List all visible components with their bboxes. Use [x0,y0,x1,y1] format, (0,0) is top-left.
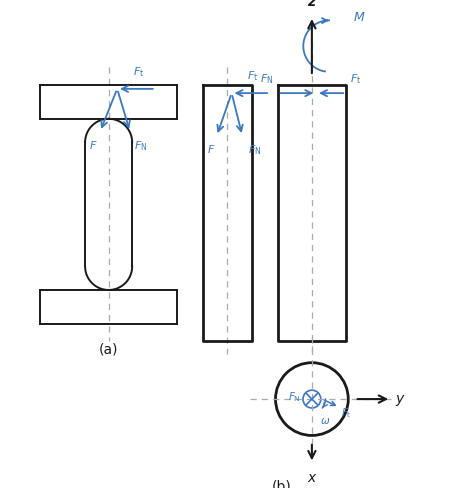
Text: (a): (a) [99,342,118,356]
Text: $F_\mathrm{N}$: $F_\mathrm{N}$ [289,390,301,404]
Text: $F_\mathrm{t}$: $F_\mathrm{t}$ [349,72,361,85]
Text: $F_\mathrm{N}$: $F_\mathrm{N}$ [134,139,148,153]
Text: $F$: $F$ [90,139,98,151]
Text: $M$: $M$ [353,11,365,23]
Text: $x$: $x$ [307,470,317,484]
Text: $F_\mathrm{t}$: $F_\mathrm{t}$ [247,69,259,83]
Text: $F_\mathrm{t}$: $F_\mathrm{t}$ [133,65,144,79]
Text: (b): (b) [272,478,292,488]
Text: $F$: $F$ [207,143,215,155]
Text: $y$: $y$ [395,392,406,407]
Text: $\omega$: $\omega$ [319,415,330,426]
Text: $F_\mathrm{N}$: $F_\mathrm{N}$ [260,72,273,85]
Text: $F_\mathrm{t}$: $F_\mathrm{t}$ [341,405,352,419]
Text: $\boldsymbol{z}$: $\boldsymbol{z}$ [307,0,317,8]
Text: $F_\mathrm{N}$: $F_\mathrm{N}$ [248,143,261,157]
